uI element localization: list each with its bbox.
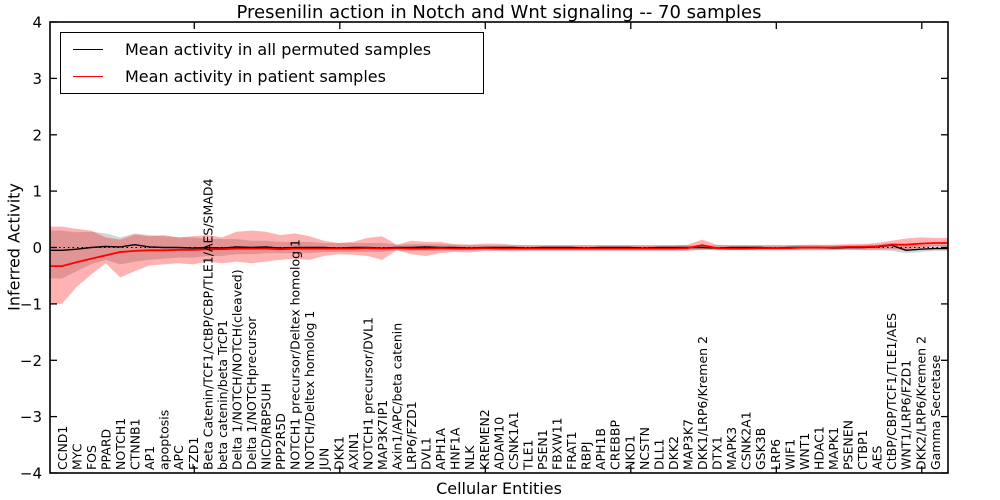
- x-category-label: NLK: [462, 445, 477, 470]
- x-category-label: beta catenin/beta TrCP1: [215, 320, 230, 470]
- x-category-label: PSEN1: [535, 429, 550, 470]
- x-category-label: MAPK1: [826, 427, 841, 470]
- patient-line-swatch: [73, 75, 103, 77]
- permuted-line-swatch: [73, 49, 103, 51]
- legend: Mean activity in all permuted samples Me…: [60, 32, 484, 94]
- x-category-label: CTNNB1: [128, 418, 143, 470]
- x-category-label: NOTCH1 precursor/DVL1: [360, 317, 375, 470]
- x-category-label: DKK2/LRP6/Kremen 2: [913, 336, 928, 470]
- x-category-label: LRP6/FZD1: [404, 401, 419, 470]
- x-category-label: DTX1: [710, 436, 725, 470]
- x-category-label: Delta 1/NOTCHprecursor: [244, 316, 259, 470]
- x-category-label: CSNK2A1: [739, 411, 754, 470]
- permuted-band: [50, 230, 948, 279]
- x-category-label: DKK1/LRP6/Kremen 2: [695, 336, 710, 470]
- y-tick-label: 1: [32, 183, 42, 201]
- x-category-label: FRAT1: [564, 431, 579, 470]
- x-category-label: AXIN1: [346, 432, 361, 470]
- x-category-label: TLE1: [520, 440, 535, 471]
- x-category-label: PSENEN: [841, 420, 856, 470]
- y-tick-label: 3: [32, 70, 42, 88]
- x-category-label: AP1: [142, 446, 157, 470]
- x-category-label: JUN: [317, 448, 332, 471]
- x-category-label: CCND1: [55, 426, 70, 470]
- y-tick-label: 0: [32, 239, 42, 257]
- x-category-label: GSK3B: [753, 428, 768, 470]
- x-category-label: DKK2: [666, 436, 681, 470]
- y-tick-label: −1: [20, 295, 42, 313]
- chart-title: Presenilin action in Notch and Wnt signa…: [236, 2, 762, 23]
- x-category-label: HDAC1: [811, 426, 826, 470]
- x-category-label: FBXW11: [550, 417, 565, 470]
- x-category-label: apoptosis: [157, 410, 172, 470]
- x-category-label: MAPK3: [724, 427, 739, 470]
- x-category-label: CSNK1A1: [506, 411, 521, 470]
- y-tick-label: 2: [32, 126, 42, 144]
- x-category-label: NICD/RBPSUH: [259, 383, 274, 470]
- x-category-label: NOTCH1: [113, 418, 128, 470]
- x-category-label: HNF1A: [448, 427, 463, 470]
- x-category-label: RBPJ: [579, 442, 594, 471]
- patient-band: [50, 226, 948, 304]
- legend-item-patient: Mean activity in patient samples: [73, 67, 483, 86]
- y-tick-label: −4: [20, 465, 42, 483]
- legend-label: Mean activity in patient samples: [125, 66, 386, 86]
- x-category-label: CREBBP: [608, 420, 623, 470]
- x-category-label: FZD1: [186, 437, 201, 470]
- y-tick-label: 4: [32, 14, 42, 32]
- x-category-label: APH1B: [593, 428, 608, 470]
- x-category-label: DVL1: [419, 437, 434, 470]
- x-category-label: CtBP/CBP/TCF1/TLE1/AES: [884, 313, 899, 470]
- x-category-label: WIF1: [782, 439, 797, 470]
- patient-mean-line: [50, 242, 948, 267]
- x-category-label: APH1A: [433, 428, 448, 470]
- x-category-label: CTBP1: [855, 430, 870, 470]
- y-tick-label: −3: [20, 408, 42, 426]
- x-category-label: WNT1: [797, 433, 812, 470]
- x-axis-label: Cellular Entities: [436, 479, 562, 498]
- x-category-label: NCSTN: [637, 427, 652, 470]
- legend-item-permuted: Mean activity in all permuted samples: [73, 40, 483, 59]
- x-category-label: Axin1/APC/beta catenin: [390, 323, 405, 470]
- x-category-label: MAP3K7: [680, 419, 695, 470]
- x-category-label: MAP3K7IP1: [375, 400, 390, 470]
- x-category-label: NOTCH/Deltex homolog 1: [302, 311, 317, 470]
- x-category-label: Gamma Secretase: [928, 355, 943, 470]
- x-category-label: APC: [171, 445, 186, 470]
- x-category-label: PPP2R5D: [273, 413, 288, 470]
- x-category-label: MYC: [69, 443, 84, 470]
- x-category-label: PPARD: [99, 429, 114, 470]
- x-category-label: WNT1/LRP6/FZD1: [899, 360, 914, 470]
- y-axis-label: Inferred Activity: [4, 183, 24, 311]
- x-category-label: ADAM10: [491, 417, 506, 470]
- x-category-label: AES: [870, 446, 885, 470]
- y-tick-label: −2: [20, 352, 42, 370]
- x-category-label: Delta 1/NOTCH/NOTCH(cleaved): [229, 269, 244, 470]
- x-category-label: NOTCH1 precursor/Deltex homolog 1: [288, 239, 303, 470]
- x-category-label: LRP6: [768, 439, 783, 470]
- x-category-label: NKD1: [622, 435, 637, 470]
- x-category-label: DKK1: [331, 436, 346, 470]
- legend-label: Mean activity in all permuted samples: [125, 40, 432, 60]
- x-category-label: KREMEN2: [477, 409, 492, 470]
- x-category-label: FOS: [84, 445, 99, 470]
- x-category-label: DLL1: [651, 438, 666, 470]
- x-category-label: Beta Catenin/TCF1/CtBP/CBP/TLE1/AES/SMAD…: [200, 179, 215, 470]
